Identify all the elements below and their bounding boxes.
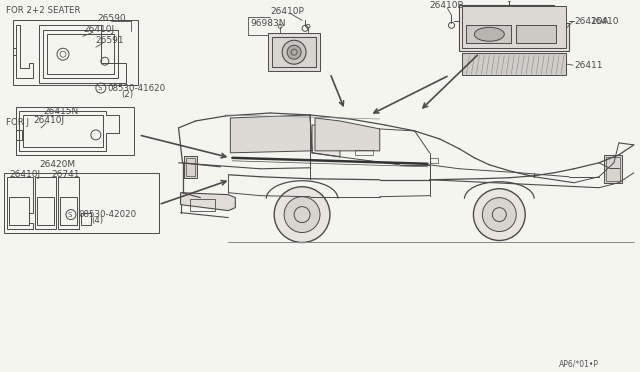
Bar bbox=[516, 25, 556, 43]
Bar bbox=[191, 199, 216, 211]
Bar bbox=[186, 158, 195, 176]
Text: 08530-41620: 08530-41620 bbox=[108, 84, 166, 93]
Text: 08530-42020: 08530-42020 bbox=[78, 210, 136, 219]
Bar bbox=[4, 173, 159, 232]
Bar bbox=[463, 53, 566, 75]
Polygon shape bbox=[180, 193, 236, 211]
Circle shape bbox=[287, 45, 301, 59]
Ellipse shape bbox=[474, 27, 504, 41]
Text: 96983N: 96983N bbox=[250, 19, 286, 28]
Polygon shape bbox=[268, 33, 320, 71]
Text: 26420M: 26420M bbox=[39, 160, 76, 169]
Text: 26410A: 26410A bbox=[574, 17, 609, 26]
Bar bbox=[16, 107, 134, 155]
Bar bbox=[23, 115, 103, 147]
Bar bbox=[604, 155, 622, 183]
Text: (2): (2) bbox=[121, 90, 133, 99]
Text: 26410J: 26410J bbox=[83, 25, 114, 34]
Text: 26591: 26591 bbox=[95, 36, 124, 45]
Circle shape bbox=[282, 40, 306, 64]
Text: 26590: 26590 bbox=[98, 14, 127, 23]
Bar bbox=[81, 213, 91, 225]
Bar bbox=[9, 197, 29, 225]
Text: 26741: 26741 bbox=[51, 170, 79, 179]
Bar bbox=[47, 34, 114, 74]
Circle shape bbox=[284, 197, 320, 232]
Bar bbox=[606, 157, 620, 181]
Text: 26410B: 26410B bbox=[429, 1, 464, 10]
Bar bbox=[43, 30, 118, 78]
Text: 26410J: 26410J bbox=[33, 116, 64, 125]
Bar bbox=[184, 156, 198, 178]
Bar bbox=[16, 130, 22, 140]
Bar bbox=[355, 150, 372, 155]
Text: 26411: 26411 bbox=[574, 61, 602, 70]
Polygon shape bbox=[312, 125, 340, 157]
Text: 26410J: 26410J bbox=[9, 170, 40, 179]
Polygon shape bbox=[315, 118, 380, 151]
Text: S: S bbox=[68, 212, 72, 218]
Text: (4): (4) bbox=[91, 216, 103, 225]
Text: AP6/*01•P: AP6/*01•P bbox=[559, 359, 599, 369]
Bar bbox=[60, 197, 77, 225]
Polygon shape bbox=[460, 6, 569, 51]
Text: FOR J: FOR J bbox=[6, 118, 29, 128]
Bar bbox=[37, 197, 54, 225]
Text: 26410P: 26410P bbox=[270, 7, 304, 16]
Text: S: S bbox=[98, 85, 102, 91]
Bar bbox=[429, 158, 438, 163]
Circle shape bbox=[474, 189, 525, 241]
Text: FOR 2+2 SEATER: FOR 2+2 SEATER bbox=[6, 6, 81, 15]
Bar bbox=[467, 25, 511, 43]
Circle shape bbox=[274, 187, 330, 243]
Circle shape bbox=[483, 198, 516, 231]
Polygon shape bbox=[230, 115, 312, 153]
Text: 26410: 26410 bbox=[590, 17, 618, 26]
Bar bbox=[272, 37, 316, 67]
Text: 26415N: 26415N bbox=[43, 106, 78, 115]
Bar bbox=[13, 20, 138, 85]
Bar bbox=[463, 6, 566, 48]
